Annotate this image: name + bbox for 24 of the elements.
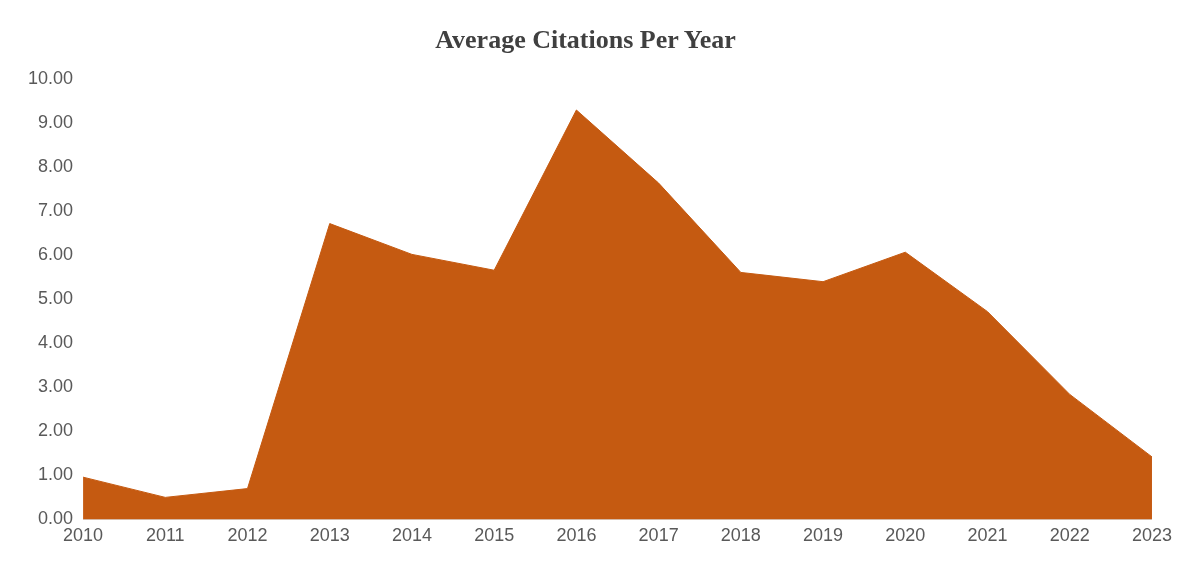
x-tick-label: 2021 xyxy=(967,525,1008,546)
x-tick-label: 2014 xyxy=(391,525,432,546)
x-tick-label: 2011 xyxy=(145,525,185,546)
y-tick-label: 1.00 xyxy=(38,464,74,485)
y-tick-label: 3.00 xyxy=(38,376,74,397)
x-tick-label: 2016 xyxy=(556,525,597,546)
chart-title: Average Citations Per Year xyxy=(435,25,736,55)
y-tick-label: 2.00 xyxy=(38,420,74,441)
y-tick-label: 5.00 xyxy=(38,288,74,309)
x-tick-label: 2022 xyxy=(1049,525,1090,546)
y-tick-label: 8.00 xyxy=(38,156,74,177)
y-tick-label: 7.00 xyxy=(38,200,74,221)
y-tick-label: 9.00 xyxy=(38,112,74,133)
x-tick-label: 2012 xyxy=(227,525,268,546)
x-tick-label: 2020 xyxy=(885,525,926,546)
x-tick-label: 2023 xyxy=(1131,525,1172,546)
x-tick-label: 2013 xyxy=(309,525,350,546)
y-tick-label: 6.00 xyxy=(38,244,74,265)
x-tick-label: 2017 xyxy=(638,525,679,546)
y-tick-label: 10.00 xyxy=(28,68,74,89)
x-tick-label: 2019 xyxy=(803,525,844,546)
x-tick-label: 2015 xyxy=(474,525,515,546)
x-tick-label: 2018 xyxy=(720,525,761,546)
y-tick-label: 4.00 xyxy=(38,332,74,353)
